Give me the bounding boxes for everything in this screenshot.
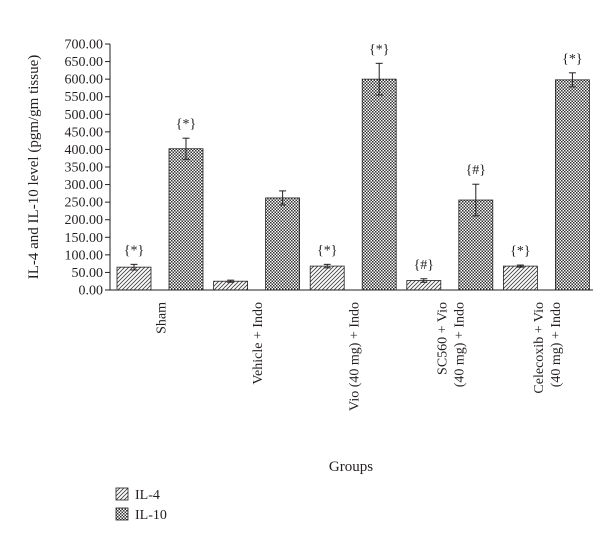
bar-il4	[116, 266, 152, 291]
bar-il10	[555, 79, 590, 291]
y-tick-label: 300.00	[65, 178, 104, 193]
y-tick-label: 100.00	[65, 248, 104, 263]
legend-label-il10: IL-10	[135, 508, 167, 523]
y-tick-label: 150.00	[65, 231, 104, 246]
significance-label-il4: {#}	[414, 258, 434, 273]
significance-label-il4: {*}	[124, 243, 144, 258]
significance-label-il4: {*}	[317, 243, 337, 258]
legend-swatch-il4	[115, 487, 129, 501]
y-tick-label: 650.00	[65, 55, 104, 70]
category-label: Sham	[154, 302, 169, 334]
y-tick-label: 450.00	[65, 125, 104, 140]
category-label: Vio (40 mg) + Indo	[348, 302, 363, 411]
significance-label-il10: {*}	[369, 42, 389, 57]
significance-label-il10: {*}	[176, 117, 196, 132]
category-label: (40 mg) + Indo	[549, 302, 564, 387]
category-label: Vehicle + Indo	[251, 302, 266, 385]
legend: IL-4 IL-10	[115, 487, 167, 523]
legend-label-il4: IL-4	[135, 488, 160, 503]
y-tick-label: 700.00	[65, 38, 104, 53]
y-axis-title: IL-4 and IL-10 level (pgm/gm tissue)	[26, 55, 42, 280]
bar-il10	[361, 78, 397, 291]
bar-il4	[502, 265, 538, 291]
y-tick-label: 500.00	[65, 108, 104, 123]
significance-label-il4: {*}	[510, 244, 530, 259]
legend-swatch-il10	[115, 507, 129, 521]
bar-il4	[309, 265, 345, 291]
y-tick-label: 0.00	[79, 284, 104, 299]
y-tick-label: 400.00	[65, 143, 104, 158]
bar-il10	[265, 197, 301, 291]
significance-label-il10: {#}	[466, 163, 486, 178]
y-tick-label: 600.00	[65, 73, 104, 88]
y-tick-label: 250.00	[65, 196, 104, 211]
significance-label-il10: {*}	[562, 52, 582, 67]
bar-il10	[168, 148, 204, 291]
plot-area: 0.00 50.00 100.00 150.00 200.00 250.00 300.00 3…	[65, 38, 590, 411]
y-tick-label: 350.00	[65, 161, 104, 176]
y-tick-label: 50.00	[72, 266, 104, 281]
y-tick-label: 550.00	[65, 90, 104, 105]
x-axis-title: Groups	[329, 459, 373, 475]
category-label: (40 mg) + Indo	[453, 302, 468, 387]
category-label: Celecoxib + Vio	[532, 302, 547, 394]
category-label: SC560 + Vio	[436, 302, 451, 375]
y-tick-label: 200.00	[65, 213, 104, 228]
